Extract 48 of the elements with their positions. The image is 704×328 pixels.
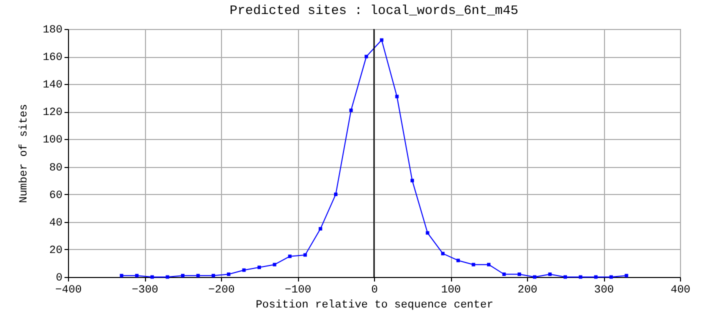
- point: [135, 274, 139, 278]
- point: [349, 108, 353, 112]
- x-tick-label: 200: [518, 284, 538, 296]
- point: [518, 272, 522, 276]
- x-tick-label: −100: [284, 284, 312, 296]
- x-tick-label: 400: [670, 284, 690, 296]
- point: [472, 262, 476, 266]
- point: [548, 272, 552, 276]
- x-axis-title: Position relative to sequence center: [256, 300, 494, 312]
- y-tick-label: 180: [42, 24, 62, 36]
- x-tick-label: 300: [594, 284, 614, 296]
- point: [181, 274, 184, 278]
- x-tick-label: 100: [441, 284, 461, 296]
- point: [212, 274, 216, 278]
- point: [502, 272, 506, 276]
- point: [196, 274, 200, 278]
- point: [410, 178, 414, 182]
- point: [624, 274, 628, 278]
- point: [441, 252, 445, 256]
- point: [318, 227, 322, 231]
- point: [380, 38, 384, 42]
- y-tick-label: 60: [49, 190, 62, 202]
- y-tick-label: 80: [49, 162, 62, 174]
- point: [258, 266, 261, 270]
- y-tick-label: 120: [42, 107, 62, 120]
- point: [242, 268, 246, 272]
- point: [364, 54, 368, 58]
- y-axis-title: Number of sites: [18, 104, 31, 204]
- y-tick-label: 100: [42, 134, 62, 147]
- y-tick-label: 160: [42, 52, 62, 64]
- x-tick-label: −300: [132, 284, 158, 296]
- point: [426, 231, 430, 235]
- y-tick-label: 20: [49, 244, 62, 257]
- x-tick-label: −200: [208, 284, 235, 296]
- point: [288, 254, 292, 258]
- point: [487, 262, 490, 266]
- y-tick-label: 0: [56, 272, 62, 284]
- point: [226, 272, 230, 276]
- point: [334, 192, 338, 196]
- chart-title: Predicted sites : local_words_6nt_m45: [230, 3, 518, 18]
- x-tick-label: 0: [371, 284, 378, 296]
- point: [456, 258, 460, 262]
- x-tick-label: −400: [55, 284, 82, 296]
- point: [272, 262, 276, 266]
- point: [303, 253, 307, 257]
- y-tick-label: 140: [42, 80, 62, 92]
- point: [120, 274, 124, 278]
- y-tick-label: 40: [49, 217, 62, 230]
